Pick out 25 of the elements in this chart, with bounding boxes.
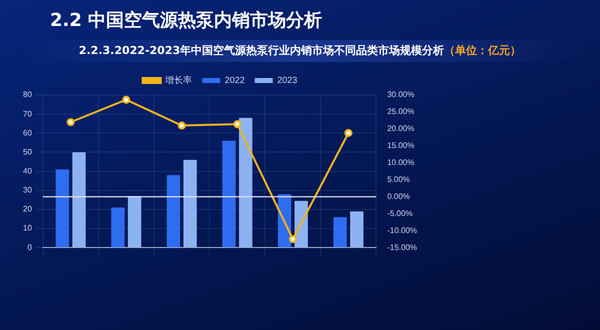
y2-tick-label: -5.00% bbox=[387, 208, 413, 218]
y-tick-label: 50 bbox=[22, 147, 32, 156]
legend-label: 2023 bbox=[277, 74, 298, 85]
y2-tick-label: 5.00% bbox=[387, 174, 410, 184]
y2-tick-label: 10.00% bbox=[387, 158, 414, 168]
y-tick-label: 40 bbox=[22, 166, 32, 176]
y2-tick-label: 0.00% bbox=[387, 192, 410, 201]
y-tick-label: 60 bbox=[22, 128, 32, 138]
legend-label: 2022 bbox=[224, 74, 245, 85]
y-tick-label: 20 bbox=[22, 204, 32, 214]
text: （单位：亿元） bbox=[444, 44, 522, 57]
y2-tick-label: -10.00% bbox=[387, 226, 417, 235]
y-tick-label: 80 bbox=[22, 90, 32, 100]
y2-tick-label: 30.00% bbox=[387, 90, 414, 100]
chart-title: 2.2 中国空气源热泵内销市场分析 bbox=[50, 9, 322, 32]
chart-subtitle: 2.2.3.2022-2023年中国空气源热泵行业内销市场不同品类市场规模分析 bbox=[78, 44, 444, 57]
y2-tick-label: 15.00% bbox=[387, 141, 414, 150]
y-tick-label: 30 bbox=[22, 186, 32, 195]
y-tick-label: 0 bbox=[27, 242, 32, 252]
y2-tick-label: 25.00% bbox=[387, 107, 414, 116]
y2-tick-label: -15.00% bbox=[387, 242, 417, 252]
y-tick-label: 10 bbox=[22, 224, 32, 233]
y2-tick-label: 20.00% bbox=[387, 124, 414, 134]
legend-label: 增长率 bbox=[164, 74, 192, 85]
y-tick-label: 70 bbox=[22, 109, 32, 118]
